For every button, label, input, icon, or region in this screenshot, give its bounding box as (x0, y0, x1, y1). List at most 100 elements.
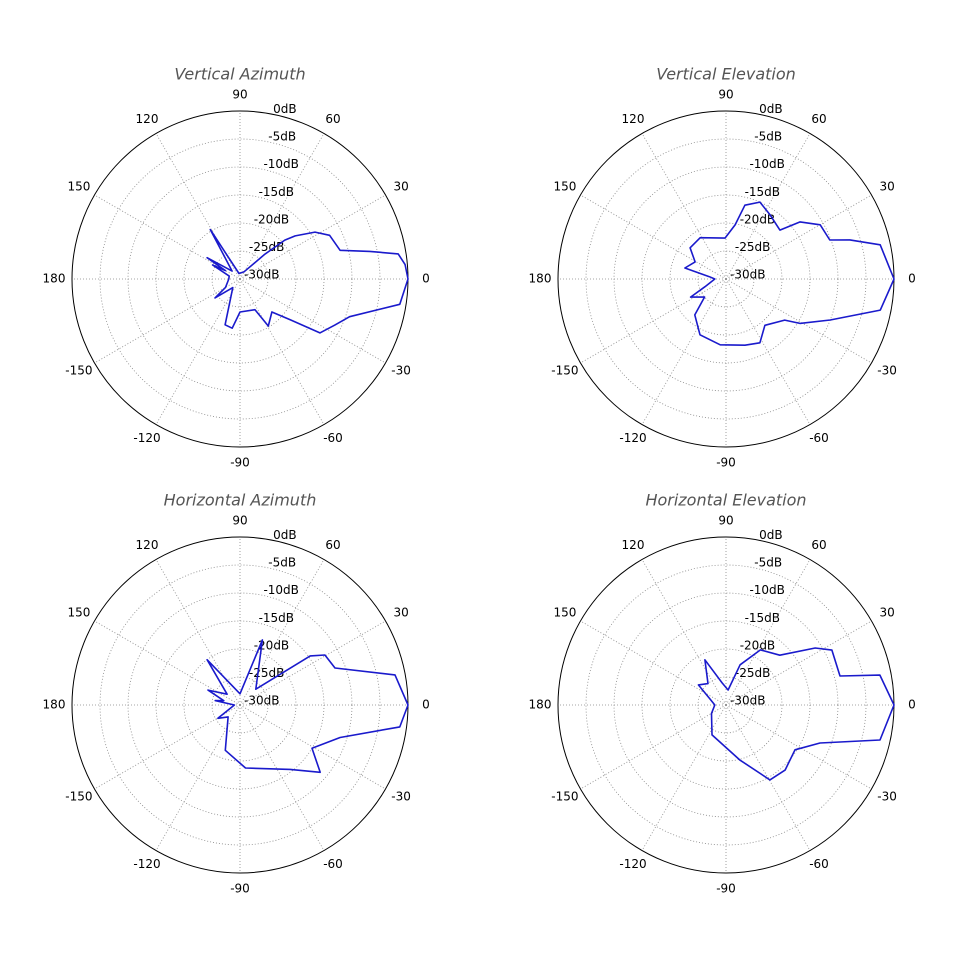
pattern-line (697, 647, 895, 781)
theta-tick-label: 180 (43, 272, 66, 286)
r-tick-label: -20dB (254, 212, 289, 226)
radial-grid-ring (127, 592, 353, 818)
angle-grid-line (641, 278, 727, 425)
radial-grid-ring (585, 564, 867, 846)
r-tick-label: -15dB (745, 611, 780, 625)
theta-tick-label: -150 (551, 364, 578, 378)
theta-tick-label: -30 (391, 790, 411, 804)
r-tick-label: -15dB (745, 185, 780, 199)
theta-tick-label: -150 (551, 790, 578, 804)
r-tick-label: -20dB (740, 212, 775, 226)
theta-tick-label: 120 (622, 112, 645, 126)
r-tick-label: -15dB (259, 185, 294, 199)
theta-tick-label: 90 (232, 514, 247, 528)
theta-tick-label: -60 (809, 431, 829, 445)
theta-tick-label: -60 (323, 857, 343, 871)
angle-grid-line (239, 620, 386, 706)
r-tick-label: 0dB (759, 102, 782, 116)
radial-grid-ring (127, 166, 353, 392)
theta-tick-label: 30 (879, 180, 894, 194)
chart-title: Vertical Elevation (656, 65, 796, 84)
theta-tick-label: 0 (422, 698, 430, 712)
radial-grid-ring (99, 138, 381, 420)
theta-tick-label: -30 (877, 364, 897, 378)
radial-grid-ring (99, 564, 381, 846)
r-tick-label: -30dB (244, 694, 279, 708)
r-tick-label: -30dB (730, 268, 765, 282)
radial-grid-ring (641, 194, 811, 364)
theta-tick-label: 60 (325, 112, 340, 126)
chart-title: Vertical Azimuth (174, 65, 305, 84)
r-tick-label: -5dB (754, 556, 782, 570)
theta-tick-label: -60 (323, 431, 343, 445)
theta-tick-label: -30 (391, 364, 411, 378)
theta-tick-label: 0 (908, 272, 916, 286)
radial-grid-ring (697, 676, 755, 734)
theta-tick-label: -90 (230, 456, 250, 470)
theta-tick-label: 90 (232, 88, 247, 102)
angle-grid-line (725, 704, 872, 790)
angle-grid-line (239, 133, 325, 280)
r-tick-label: -30dB (730, 694, 765, 708)
r-tick-label: -25dB (249, 666, 284, 680)
theta-tick-label: -120 (133, 431, 160, 445)
radial-grid-ring (613, 592, 839, 818)
radial-grid-ring (669, 222, 783, 336)
angle-grid-line (239, 278, 386, 364)
angle-grid-line (580, 704, 727, 790)
theta-tick-label: -90 (716, 456, 736, 470)
r-tick-label: -5dB (268, 556, 296, 570)
theta-tick-label: -120 (619, 857, 646, 871)
radial-grid-ring (183, 648, 297, 762)
r-tick-label: 0dB (273, 102, 296, 116)
chart-title: Horizontal Azimuth (164, 491, 317, 510)
r-tick-label: -5dB (754, 130, 782, 144)
theta-tick-label: 60 (811, 538, 826, 552)
r-tick-label: -10dB (749, 157, 784, 171)
radial-grid-ring (211, 250, 269, 308)
theta-tick-label: -90 (716, 882, 736, 896)
pattern-line (206, 639, 409, 774)
pattern-line (684, 201, 895, 346)
theta-tick-label: 30 (393, 606, 408, 620)
theta-tick-label: 180 (529, 698, 552, 712)
theta-tick-label: 150 (67, 606, 90, 620)
theta-tick-label: -120 (619, 431, 646, 445)
theta-tick-label: 120 (136, 538, 159, 552)
angle-grid-line (725, 704, 811, 851)
theta-tick-label: -150 (65, 364, 92, 378)
theta-tick-label: 150 (67, 180, 90, 194)
r-tick-label: -10dB (749, 583, 784, 597)
r-tick-label: 0dB (759, 528, 782, 542)
theta-tick-label: -150 (65, 790, 92, 804)
theta-tick-label: 60 (325, 538, 340, 552)
r-tick-label: -5dB (268, 130, 296, 144)
r-tick-label: -15dB (259, 611, 294, 625)
theta-tick-label: 120 (622, 538, 645, 552)
angle-grid-line (239, 559, 325, 706)
r-tick-label: -25dB (735, 240, 770, 254)
r-tick-label: -10dB (263, 157, 298, 171)
theta-tick-label: 180 (43, 698, 66, 712)
radial-grid-ring (211, 676, 269, 734)
pattern-line (206, 228, 409, 334)
radial-grid-ring (613, 166, 839, 392)
radial-grid-ring (183, 222, 297, 336)
radial-grid-ring (585, 138, 867, 420)
theta-tick-label: 0 (422, 272, 430, 286)
theta-tick-label: 30 (879, 606, 894, 620)
radial-grid-ring (669, 648, 783, 762)
angle-grid-line (725, 559, 811, 706)
theta-tick-label: 30 (393, 180, 408, 194)
theta-tick-label: 60 (811, 112, 826, 126)
radial-grid-ring (155, 194, 325, 364)
angle-grid-line (725, 133, 811, 280)
theta-tick-label: -60 (809, 857, 829, 871)
theta-tick-label: -90 (230, 882, 250, 896)
angle-grid-line (641, 704, 727, 851)
angle-grid-line (725, 194, 872, 280)
radial-grid-ring (697, 250, 755, 308)
theta-tick-label: 150 (553, 606, 576, 620)
angle-grid-line (239, 194, 386, 280)
